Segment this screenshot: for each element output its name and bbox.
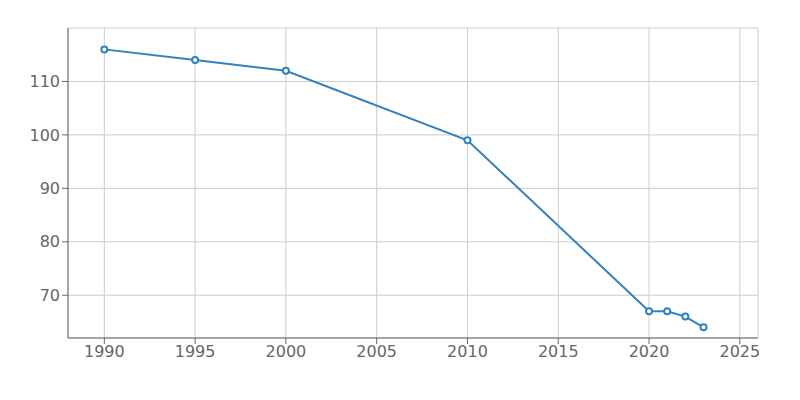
svg-text:1995: 1995 bbox=[175, 342, 216, 361]
svg-text:90: 90 bbox=[40, 179, 60, 198]
svg-text:2020: 2020 bbox=[629, 342, 670, 361]
svg-text:1990: 1990 bbox=[84, 342, 125, 361]
svg-text:2005: 2005 bbox=[356, 342, 397, 361]
svg-text:100: 100 bbox=[29, 126, 60, 145]
svg-text:80: 80 bbox=[40, 232, 60, 251]
svg-text:70: 70 bbox=[40, 286, 60, 305]
svg-text:2000: 2000 bbox=[266, 342, 307, 361]
svg-text:2010: 2010 bbox=[447, 342, 488, 361]
svg-text:2025: 2025 bbox=[719, 342, 760, 361]
svg-text:2015: 2015 bbox=[538, 342, 579, 361]
svg-text:110: 110 bbox=[29, 72, 60, 91]
